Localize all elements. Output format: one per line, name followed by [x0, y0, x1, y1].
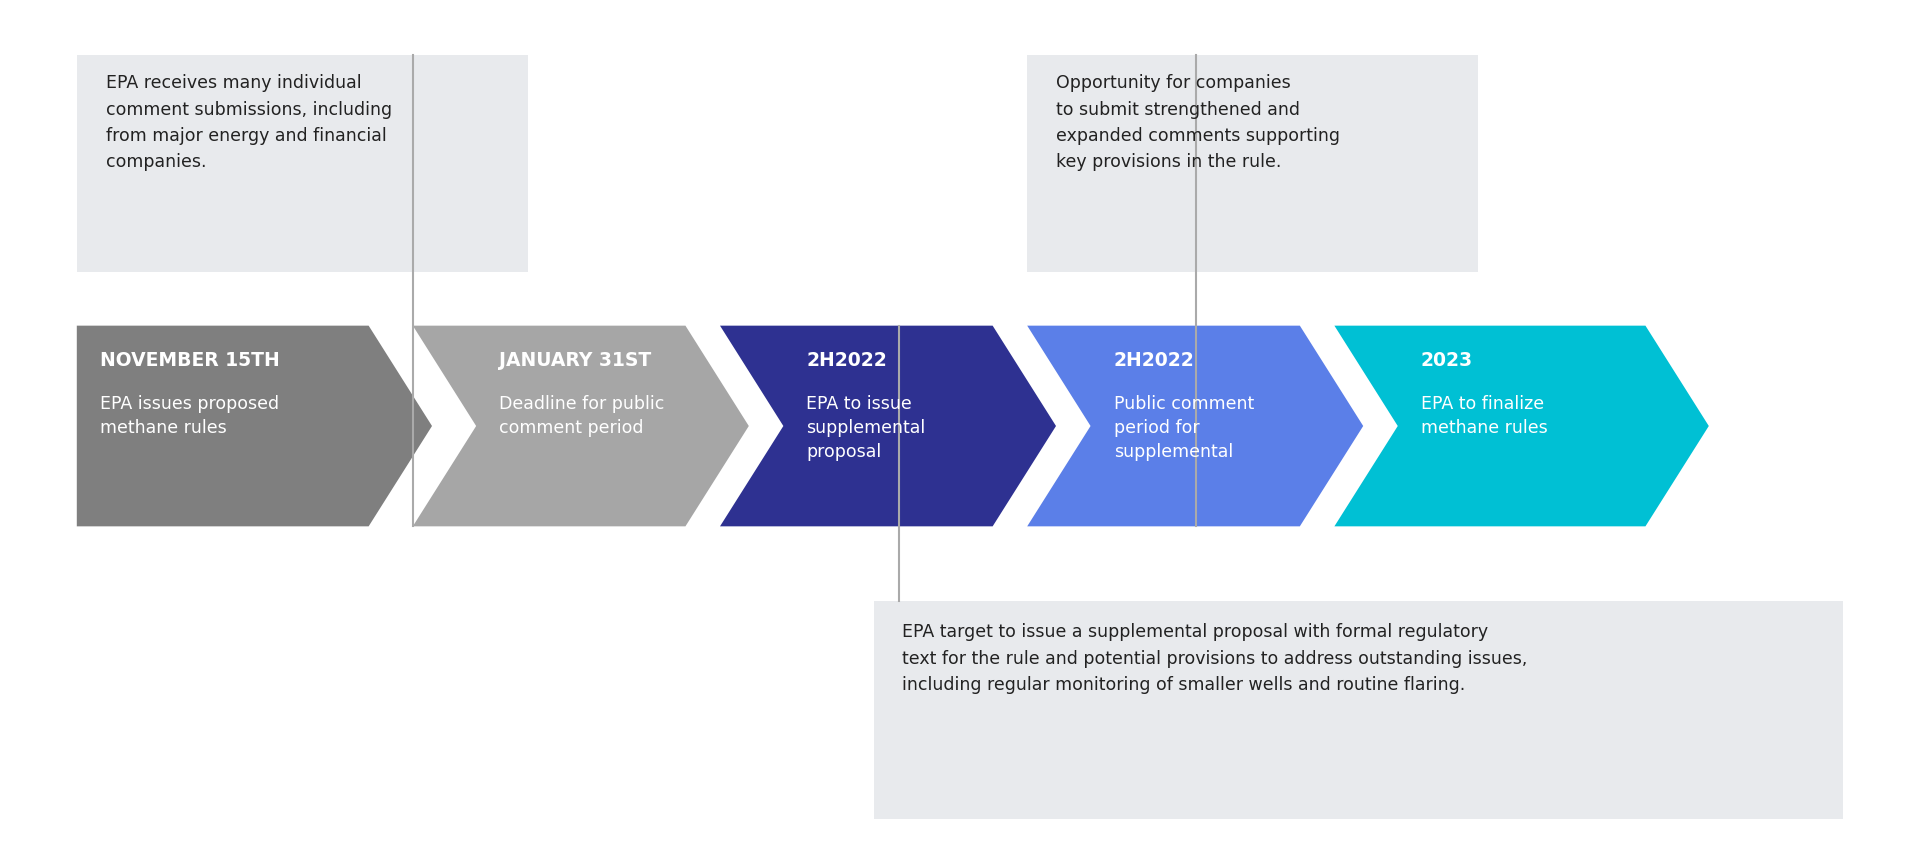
Text: Public comment
period for
supplemental: Public comment period for supplemental	[1114, 394, 1254, 461]
Text: 2H2022: 2H2022	[1114, 351, 1194, 369]
Polygon shape	[720, 326, 1056, 526]
Polygon shape	[413, 326, 749, 526]
Text: EPA issues proposed
methane rules: EPA issues proposed methane rules	[100, 394, 278, 437]
Text: Deadline for public
comment period: Deadline for public comment period	[499, 394, 664, 437]
FancyBboxPatch shape	[1027, 55, 1478, 273]
FancyBboxPatch shape	[77, 55, 528, 273]
Text: 2023: 2023	[1421, 351, 1473, 369]
Text: NOVEMBER 15TH: NOVEMBER 15TH	[100, 351, 280, 369]
FancyBboxPatch shape	[874, 601, 1843, 819]
Text: EPA receives many individual
comment submissions, including
from major energy an: EPA receives many individual comment sub…	[106, 74, 392, 171]
Polygon shape	[77, 326, 432, 526]
Text: EPA to issue
supplemental
proposal: EPA to issue supplemental proposal	[806, 394, 925, 461]
Polygon shape	[1027, 326, 1363, 526]
Text: EPA to finalize
methane rules: EPA to finalize methane rules	[1421, 394, 1548, 437]
Polygon shape	[1334, 326, 1709, 526]
Text: JANUARY 31ST: JANUARY 31ST	[499, 351, 651, 369]
Text: EPA target to issue a supplemental proposal with formal regulatory
text for the : EPA target to issue a supplemental propo…	[902, 623, 1528, 693]
Text: Opportunity for companies
to submit strengthened and
expanded comments supportin: Opportunity for companies to submit stre…	[1056, 74, 1340, 171]
Text: 2H2022: 2H2022	[806, 351, 887, 369]
